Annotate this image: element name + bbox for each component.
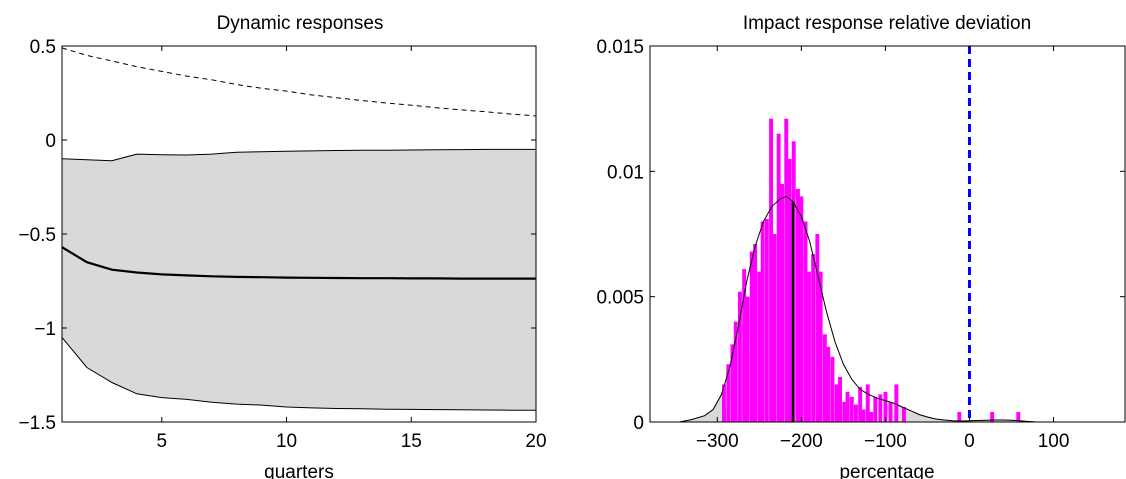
y-tick-label: 0.015 <box>596 37 644 58</box>
density-tail-area <box>889 401 1037 423</box>
histogram-bar <box>742 269 747 422</box>
right-axes-frame <box>649 45 1126 423</box>
histogram-bar <box>780 183 784 422</box>
x-tick-label: 5 <box>157 431 168 452</box>
left-chart: Dynamic responses 5 10 15 200.50−0.5−1−1.5 … <box>18 13 546 479</box>
right-x-axis-label: percentage <box>839 462 934 479</box>
right-ticks: −300 −200 −100 0 100 0 0.005 0.01 0.015 <box>596 37 1125 452</box>
histogram-bar <box>834 384 839 422</box>
histogram-bar <box>957 412 962 422</box>
histogram-bar <box>811 254 816 422</box>
median-response-line <box>61 246 536 280</box>
histogram-bar <box>842 401 847 422</box>
y-tick-label: −1 <box>34 319 56 340</box>
histogram-bar <box>787 158 792 423</box>
histogram-bar <box>784 118 789 422</box>
band-lower-line <box>61 337 536 411</box>
histogram-bar <box>753 244 758 422</box>
histogram-bar <box>822 334 827 422</box>
histogram-bar <box>738 291 742 422</box>
histogram-bar <box>772 234 777 422</box>
density-curve <box>679 195 1037 423</box>
y-tick-label: 0 <box>45 131 56 152</box>
histogram-bar <box>873 396 878 422</box>
x-tick-label: 15 <box>401 431 422 452</box>
y-tick-label: 0 <box>633 413 644 434</box>
x-tick-label: 20 <box>525 431 546 452</box>
histogram-bar <box>902 407 906 422</box>
histogram-bar <box>878 394 883 422</box>
left-axes-frame <box>61 45 537 423</box>
histogram-bar <box>745 296 750 422</box>
histogram-bar <box>760 221 765 422</box>
histogram-bar <box>869 412 874 422</box>
x-tick-label: −300 <box>696 431 739 452</box>
x-tick-label: −200 <box>780 431 823 452</box>
right-chart-title: Impact response relative deviation <box>743 13 1031 34</box>
histogram-bar <box>722 384 726 422</box>
histogram-bar <box>776 133 781 422</box>
histogram-bar <box>861 409 866 422</box>
left-plot-area <box>61 47 537 411</box>
histogram-bar <box>796 188 800 422</box>
y-tick-label: 0.01 <box>607 162 644 183</box>
histogram-bar <box>865 384 870 422</box>
right-plot-area <box>679 46 1037 423</box>
histogram-bar <box>888 401 893 422</box>
histogram-bar <box>990 412 995 422</box>
band-upper-line <box>61 148 536 162</box>
x-tick-label: −100 <box>864 431 907 452</box>
histogram-bar <box>1016 412 1021 422</box>
histogram-bar <box>830 356 835 422</box>
histogram-bar <box>849 396 854 422</box>
histogram-bar <box>815 234 820 422</box>
histogram-bar <box>757 271 762 422</box>
histogram-bar <box>845 391 850 422</box>
histogram-bar <box>894 384 899 422</box>
histogram-bar <box>883 391 888 422</box>
left-chart-title: Dynamic responses <box>217 13 384 34</box>
histogram-bar <box>730 344 735 422</box>
x-tick-label: 100 <box>1038 431 1070 452</box>
right-chart: Impact response relative deviation −300−… <box>596 13 1126 479</box>
y-tick-label: −0.5 <box>18 225 56 246</box>
left-x-axis-label: quarters <box>264 462 334 479</box>
y-tick-label: −1.5 <box>18 413 56 434</box>
histogram-bar <box>769 118 773 422</box>
histogram-bar <box>764 219 769 422</box>
confidence-band <box>62 149 536 411</box>
histogram-bar <box>799 196 804 422</box>
x-tick-label: 0 <box>964 431 975 452</box>
histogram-bar <box>854 404 858 422</box>
histogram-bar <box>803 221 808 422</box>
histogram-bar <box>807 271 811 422</box>
y-tick-label: 0.5 <box>30 37 56 58</box>
x-tick-label: 10 <box>276 431 297 452</box>
histogram-bar <box>858 386 863 422</box>
histogram-bar <box>818 271 823 422</box>
y-tick-label: 0.005 <box>596 288 644 309</box>
histogram-bar <box>726 364 731 422</box>
histogram-bar <box>733 321 738 422</box>
histogram-bar <box>749 251 754 422</box>
dashed-response-line <box>61 47 537 117</box>
histogram-bar <box>826 346 831 422</box>
left-ticks: 5 10 15 20 0.5 0 −0.5 −1 −1.5 <box>18 37 546 452</box>
histogram-bar <box>838 376 842 422</box>
